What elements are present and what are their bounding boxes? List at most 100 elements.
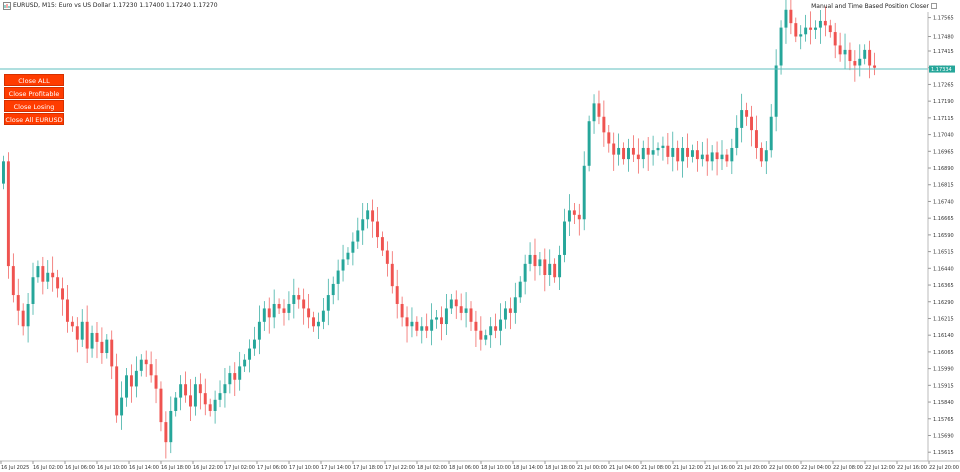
candle	[838, 45, 842, 55]
time-axis: 16 Jul 2025 16 Jul 02:00 16 Jul 06:00 16 Ju…	[0, 461, 959, 471]
candle	[725, 154, 729, 162]
candle	[233, 373, 237, 380]
candle	[868, 49, 872, 66]
candle	[577, 214, 581, 220]
candle	[572, 210, 576, 215]
candle	[415, 321, 419, 331]
time-tick-label: 22 Jul 12:00	[865, 465, 895, 471]
candle	[213, 399, 217, 411]
candle	[184, 384, 188, 396]
candle	[754, 130, 758, 148]
candle	[16, 295, 20, 311]
candle	[346, 252, 350, 260]
price-tick-label: 1.16740	[933, 199, 954, 205]
price-tick-label: 1.15615	[933, 450, 954, 456]
candle	[56, 277, 60, 289]
candle	[321, 310, 325, 322]
candle	[385, 250, 389, 264]
candle	[75, 326, 79, 340]
candle	[356, 230, 360, 242]
candle	[105, 339, 109, 354]
ea-settings-icon[interactable]	[931, 3, 937, 9]
candle	[208, 404, 212, 411]
candle	[218, 393, 222, 400]
candle	[503, 308, 507, 320]
price-tick-label: 1.16140	[933, 333, 954, 339]
candle	[695, 150, 699, 160]
price-tick-label: 1.17480	[933, 35, 954, 41]
candle	[607, 132, 611, 144]
candle	[125, 375, 128, 398]
price-tick-label: 1.16440	[933, 266, 954, 272]
candle	[262, 308, 266, 322]
candle	[331, 283, 335, 296]
candle	[563, 221, 566, 255]
candle	[715, 152, 719, 160]
candle	[248, 348, 252, 360]
symbol-info: EURUSD, M15: Euro vs US Dollar 1.17230 1…	[13, 2, 218, 9]
time-tick-label: 18 Jul 10:00	[481, 465, 511, 471]
price-tick-label: 1.16965	[933, 149, 954, 155]
candle	[46, 272, 50, 282]
candle	[80, 321, 84, 340]
price-axis: 1.175651.174801.174151.173401.172651.171…	[928, 16, 954, 456]
candle	[198, 384, 202, 394]
candle	[193, 384, 197, 407]
candle	[769, 116, 773, 151]
candle	[435, 317, 439, 320]
time-tick-label: 21 Jul 20:00	[737, 465, 767, 471]
price-tick-label: 1.17565	[933, 16, 954, 22]
chart-header: EURUSD, M15: Euro vs US Dollar 1.17230 1…	[0, 1, 960, 13]
candle	[336, 270, 340, 284]
candle	[508, 308, 512, 313]
candle	[134, 370, 138, 387]
chart-window-icon[interactable]	[3, 2, 11, 10]
candle	[41, 266, 45, 282]
candle	[523, 263, 527, 282]
time-tick-label: 21 Jul 16:00	[705, 465, 735, 471]
candle	[361, 219, 365, 231]
candle	[617, 147, 621, 155]
candle	[533, 254, 537, 267]
candle	[312, 317, 315, 327]
candle	[376, 221, 379, 238]
price-tick-label: 1.15765	[933, 417, 954, 423]
candle	[31, 277, 35, 304]
candle	[129, 375, 133, 387]
close-all-button[interactable]: Close ALL	[4, 74, 64, 86]
time-tick-label: 21 Jul 00:00	[577, 465, 607, 471]
candle	[528, 254, 532, 264]
time-tick-label: 17 Jul 10:00	[289, 465, 319, 471]
time-tick-label: 18 Jul 02:00	[417, 465, 447, 471]
candle	[567, 210, 571, 222]
candle	[779, 27, 783, 66]
candle	[252, 339, 256, 349]
time-tick-label: 17 Jul 02:00	[225, 465, 255, 471]
price-tick-label: 1.16590	[933, 233, 954, 239]
close-profitable-button[interactable]: Close Profitable	[4, 87, 64, 99]
candle	[149, 364, 153, 376]
candle	[282, 308, 286, 313]
candle	[710, 152, 714, 162]
candle	[292, 295, 296, 304]
price-tick-label: 1.17190	[933, 99, 954, 105]
price-tick-label: 1.17115	[933, 116, 954, 122]
candle	[390, 263, 394, 287]
candle	[179, 384, 183, 398]
candle	[159, 388, 163, 423]
candle	[705, 154, 709, 162]
close-losing-button[interactable]: Close Losing	[4, 100, 64, 112]
time-tick-label: 17 Jul 14:00	[321, 465, 351, 471]
candle	[70, 321, 74, 327]
candle	[302, 299, 306, 309]
close-all-symbol-button[interactable]: Close All EURUSD	[4, 113, 64, 125]
candle	[818, 20, 822, 28]
price-tick-label: 1.15915	[933, 383, 954, 389]
candle	[656, 147, 660, 151]
candle	[848, 49, 852, 62]
candle	[641, 147, 645, 160]
candle	[410, 321, 414, 327]
candle	[474, 321, 478, 331]
candle	[750, 116, 753, 131]
